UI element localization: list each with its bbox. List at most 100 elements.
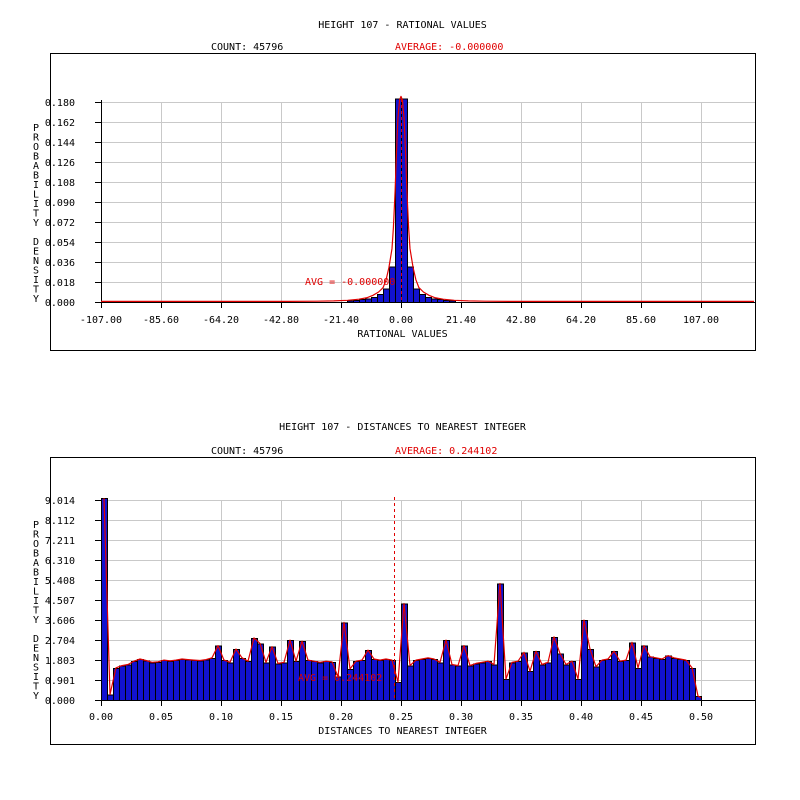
histogram-bar: [611, 651, 618, 702]
y-axis-caption-letter: S: [33, 663, 39, 674]
y-tick-label: 9.014: [45, 496, 75, 507]
histogram-bar: [377, 294, 384, 304]
y-tick-label: 0.018: [45, 278, 75, 289]
histogram-bar: [185, 659, 192, 701]
histogram-bar: [485, 661, 492, 701]
y-axis-caption-letter: Y: [33, 615, 39, 626]
y-tick-label: 0.180: [45, 98, 75, 109]
chart1-x-axis-label: RATIONAL VALUES: [357, 329, 448, 340]
x-tick-label: 0.20: [329, 712, 353, 723]
histogram-bar: [455, 665, 462, 702]
chart2-count-label: COUNT: 45796: [211, 446, 284, 457]
y-axis-caption-letter: I: [33, 199, 39, 210]
y-axis-caption-letter: E: [33, 247, 39, 258]
y-axis-caption-letter: A: [33, 161, 39, 172]
histogram-bar: [677, 658, 684, 702]
histogram-bar: [413, 660, 420, 702]
histogram-bar: [413, 288, 420, 303]
histogram-bar: [689, 667, 696, 701]
y-axis-caption-letter: P: [33, 520, 39, 531]
y-axis-caption-letter: B: [33, 568, 39, 579]
histogram-bar: [593, 666, 600, 702]
y-axis-caption-letter: L: [33, 190, 39, 201]
histogram-bar: [371, 297, 378, 303]
y-axis-caption-letter: I: [33, 672, 39, 683]
y-axis-caption-letter: A: [33, 558, 39, 569]
histogram-bar: [437, 662, 444, 701]
y-axis-caption-letter: E: [33, 644, 39, 655]
histogram-bar: [641, 645, 648, 702]
red-density-curve: [103, 498, 702, 699]
y-axis-caption-letter: D: [33, 237, 39, 248]
histogram-bar: [227, 662, 234, 701]
y-tick-label: 1.803: [45, 656, 75, 667]
histogram-bar: [575, 678, 582, 702]
x-tick-label: 0.35: [509, 712, 533, 723]
chart2-x-axis-label: DISTANCES TO NEAREST INTEGER: [318, 726, 487, 737]
chart1-average-label: AVERAGE: -0.000000: [395, 42, 504, 53]
y-tick-label: 0.000: [45, 696, 75, 707]
histogram-bar: [149, 662, 156, 701]
axes-layer: [95, 100, 755, 308]
y-tick-label: 4.507: [45, 596, 75, 607]
y-tick-label: 6.310: [45, 556, 75, 567]
y-axis-caption-letter: Y: [33, 691, 39, 702]
x-tick-label: 42.80: [506, 315, 536, 326]
y-axis-caption-letter: B: [33, 549, 39, 560]
y-axis-caption-letter: R: [33, 133, 40, 144]
y-axis-caption-letter: D: [33, 634, 39, 645]
histogram-bar: [683, 660, 690, 702]
x-tick-label: 85.60: [626, 315, 656, 326]
y-axis-caption-letter: B: [33, 152, 39, 163]
x-tick-label: 21.40: [446, 315, 476, 326]
y-axis-caption-letter: I: [33, 180, 39, 191]
x-tick-label: -64.20: [203, 315, 239, 326]
histogram-bar: [281, 662, 288, 701]
x-tick-label: 0.10: [209, 712, 233, 723]
histogram-bar: [653, 657, 660, 702]
histogram-bar: [407, 665, 414, 702]
y-axis-caption-letter: N: [33, 256, 39, 267]
y-axis-caption-letter: T: [33, 209, 39, 220]
histogram-bar: [395, 682, 402, 701]
histogram-bar: [563, 664, 570, 702]
histogram-bar: [167, 660, 174, 702]
histogram-bar: [221, 660, 228, 702]
chart2-avg-annotation: AVG = 0.244102: [298, 673, 383, 684]
x-tick-label: -107.00: [80, 315, 122, 326]
histogram-bar: [623, 660, 630, 702]
histogram-bar: [395, 98, 402, 303]
grid-layer: [101, 102, 755, 302]
chart1-count-label: COUNT: 45796: [211, 42, 284, 53]
histogram-bar: [383, 288, 390, 303]
histogram-bar: [191, 660, 198, 702]
histogram-bar: [539, 664, 546, 702]
histogram-bar: [131, 661, 138, 701]
chart1-avg-annotation: AVG = -0.000000: [305, 277, 396, 288]
histogram-bar: [275, 663, 282, 701]
red-density-curve: [101, 95, 754, 302]
y-axis-caption-letter: B: [33, 171, 39, 182]
y-axis-caption-letter: I: [33, 275, 39, 286]
y-tick-label: 0.090: [45, 198, 75, 209]
histogram-bar: [665, 655, 672, 701]
y-tick-label: 0.036: [45, 258, 75, 269]
histogram-bar: [515, 661, 522, 701]
plot-box: [50, 53, 756, 351]
x-tick-label: 0.05: [149, 712, 173, 723]
y-axis-caption-letter: R: [33, 530, 40, 541]
y-tick-label: 0.108: [45, 178, 75, 189]
histogram-bar: [635, 667, 642, 701]
x-tick-label: 64.20: [566, 315, 596, 326]
histogram-bar: [425, 657, 432, 702]
y-tick-label: 0.072: [45, 218, 75, 229]
histogram-bar: [473, 663, 480, 701]
chart-1: 0.180 0.162 0.144 0.126 0.108 0.090 0.072 0.054…: [33, 53, 756, 351]
histogram-bar: [107, 694, 114, 701]
chart-2: 9.014 8.112 7.211 6.310 5.408 4.507 3.606 2.704…: [33, 457, 756, 745]
histogram-bar: [203, 659, 210, 701]
x-tick-label: -85.60: [143, 315, 179, 326]
chart1-title: HEIGHT 107 - RATIONAL VALUES: [318, 20, 487, 31]
histogram-bar: [233, 648, 240, 701]
y-axis-caption-letter: Y: [33, 218, 39, 229]
